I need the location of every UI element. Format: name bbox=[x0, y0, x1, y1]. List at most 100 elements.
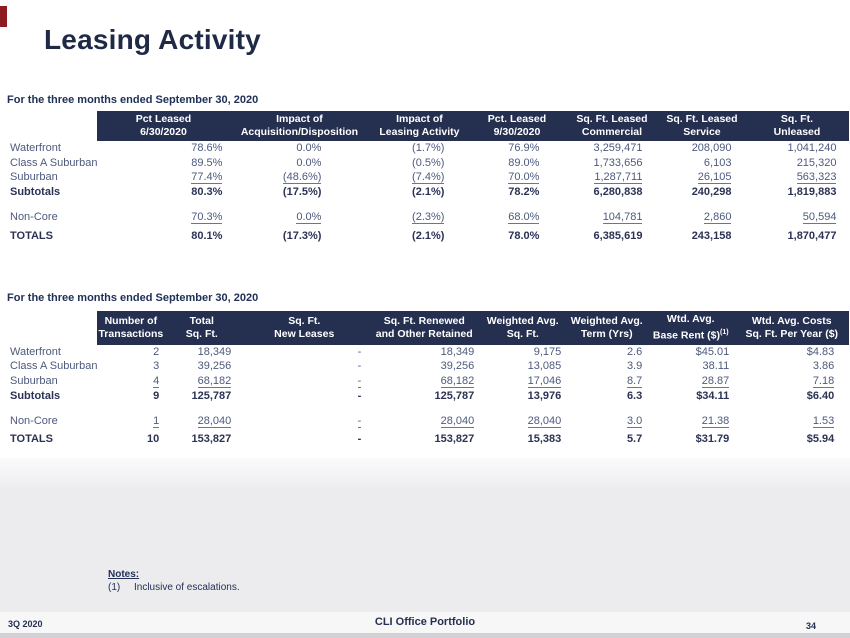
value-cell: 153,827 bbox=[434, 433, 475, 445]
value-cell: 6,103 bbox=[703, 156, 732, 169]
row-label: TOTALS bbox=[10, 433, 53, 445]
value-cell: (7.4%) bbox=[412, 171, 445, 185]
value-cell: 28.87 bbox=[701, 374, 730, 388]
value-cell: 2,860 bbox=[703, 211, 732, 225]
value-cell: $34.11 bbox=[696, 389, 730, 402]
table-row: Suburban 4 68,182 - 68,182 17,046 8.7 28.87 7.18 bbox=[8, 374, 849, 389]
footer-page-number: 34 bbox=[805, 621, 816, 631]
value-cell: 1,870,477 bbox=[787, 229, 837, 242]
value-cell: 38.11 bbox=[702, 360, 730, 373]
value-cell: 215,320 bbox=[796, 156, 837, 169]
value-cell: 39,256 bbox=[197, 360, 232, 373]
table1-caption: For the three months ended September 30,… bbox=[7, 94, 259, 106]
value-cell: 6,385,619 bbox=[593, 229, 643, 242]
leasing-transactions-table: Number of Transactions Total Sq. Ft. Sq. Ft.… bbox=[8, 311, 850, 447]
value-cell: 104,781 bbox=[602, 211, 643, 225]
table-row: Subtotals 9 125,787 - 125,787 13,976 6.3 $34.11… bbox=[8, 389, 849, 404]
value-cell: - bbox=[357, 360, 362, 373]
row-label-header bbox=[8, 311, 97, 345]
column-header: Sq. Ft. Leased Commercial bbox=[564, 111, 660, 141]
value-cell: 70.0% bbox=[508, 171, 540, 185]
value-cell: 7.18 bbox=[812, 374, 835, 388]
value-cell: 15,383 bbox=[527, 433, 562, 445]
value-cell: (2.3%) bbox=[412, 211, 445, 225]
value-cell: (17.5%) bbox=[282, 186, 322, 199]
column-header: Pct. Leased 9/30/2020 bbox=[469, 111, 565, 141]
value-cell: 125,787 bbox=[191, 389, 232, 402]
value-cell: 89.5% bbox=[191, 156, 223, 169]
column-header: Pct Leased 6/30/2020 bbox=[97, 111, 230, 141]
value-cell: $5.94 bbox=[806, 433, 835, 445]
value-cell: 3.86 bbox=[812, 360, 835, 373]
value-cell: 68,182 bbox=[197, 374, 232, 388]
value-cell: 50,594 bbox=[802, 211, 837, 225]
row-label: Non-Core bbox=[10, 211, 58, 224]
table-row: Suburban 77.4% (48.6%) (7.4%) 70.0% 1,287,711… bbox=[8, 170, 849, 185]
note-item: (1) Inclusive of escalations. bbox=[108, 582, 240, 593]
table-row: Waterfront 2 18,349 - 18,349 9,175 2.6 $45.01 $4… bbox=[8, 345, 849, 360]
value-cell: 3,259,471 bbox=[593, 142, 643, 154]
notes-heading: Notes: bbox=[108, 569, 140, 580]
value-cell: 240,298 bbox=[691, 186, 732, 199]
table-row: TOTALS 10 153,827 - 153,827 15,383 5.7 $31.79 $5… bbox=[8, 432, 849, 447]
value-cell: 18,349 bbox=[197, 345, 232, 358]
value-cell: 89.0% bbox=[508, 156, 540, 169]
value-cell: $45.01 bbox=[695, 345, 730, 358]
value-cell: 8.7 bbox=[626, 374, 643, 388]
value-cell: - bbox=[357, 414, 362, 428]
value-cell: $31.79 bbox=[695, 433, 730, 445]
row-label: Waterfront bbox=[10, 345, 61, 358]
value-cell: - bbox=[357, 433, 362, 445]
table-row: Non-Core 1 28,040 - 28,040 28,040 3.0 21.38 1.53 bbox=[8, 403, 849, 432]
value-cell: 9,175 bbox=[533, 345, 562, 358]
column-header: Wtd. Avg. Base Rent ($)(1) bbox=[647, 311, 735, 345]
table2-caption: For the three months ended September 30,… bbox=[7, 292, 259, 304]
value-cell: 0.0% bbox=[296, 211, 322, 225]
row-label: Non-Core bbox=[10, 414, 58, 427]
row-label: Waterfront bbox=[10, 142, 61, 154]
value-cell: 78.0% bbox=[508, 229, 540, 242]
value-cell: 0.0% bbox=[296, 142, 322, 154]
table-row: TOTALS 80.1% (17.3%) (2.1%) 78.0% 6,385,619 24… bbox=[8, 229, 849, 244]
row-label: TOTALS bbox=[10, 229, 53, 242]
value-cell: (2.1%) bbox=[412, 186, 445, 199]
value-cell: 78.2% bbox=[508, 186, 540, 199]
row-label: Class A Suburban bbox=[10, 156, 98, 169]
value-cell: 3 bbox=[153, 360, 160, 373]
value-cell: 4 bbox=[153, 374, 160, 388]
value-cell: 76.9% bbox=[508, 142, 540, 154]
value-cell: 28,040 bbox=[527, 414, 562, 428]
value-cell: 80.1% bbox=[191, 229, 223, 242]
brand-accent-mark bbox=[0, 6, 7, 27]
value-cell: 28,040 bbox=[440, 414, 475, 428]
column-header: Sq. Ft. New Leases bbox=[239, 311, 370, 345]
footer-title: CLI Office Portfolio bbox=[374, 616, 476, 628]
row-label-header bbox=[8, 111, 97, 141]
column-header: Impact of Leasing Activity bbox=[369, 111, 470, 141]
value-cell: 13,976 bbox=[527, 389, 562, 402]
value-cell: 1,733,656 bbox=[593, 156, 643, 169]
table-row: Class A Suburban 89.5% 0.0% (0.5%) 89.0% 1,73… bbox=[8, 156, 849, 171]
value-cell: 1 bbox=[153, 414, 160, 428]
row-label: Subtotals bbox=[10, 389, 61, 402]
value-cell: 243,158 bbox=[691, 229, 732, 242]
value-cell: 1,041,240 bbox=[787, 142, 837, 154]
value-cell: 68.0% bbox=[508, 211, 540, 225]
table-row: Class A Suburban 3 39,256 - 39,256 13,085 3.9 3… bbox=[8, 359, 849, 374]
value-cell: 39,256 bbox=[440, 360, 475, 373]
page-title: Leasing Activity bbox=[44, 24, 261, 55]
value-cell: 80.3% bbox=[191, 186, 223, 199]
value-cell: 6,280,838 bbox=[593, 186, 643, 199]
table-row: Subtotals 80.3% (17.5%) (2.1%) 78.2% 6,280,83… bbox=[8, 185, 849, 200]
value-cell: 563,323 bbox=[796, 171, 837, 185]
value-cell: 2.6 bbox=[626, 345, 643, 358]
value-cell: 78.6% bbox=[191, 142, 223, 154]
value-cell: 28,040 bbox=[197, 414, 232, 428]
value-cell: (17.3%) bbox=[282, 229, 322, 242]
value-cell: 3.0 bbox=[626, 414, 643, 428]
column-header: Weighted Avg. Sq. Ft. bbox=[479, 311, 567, 345]
table-row: Non-Core 70.3% 0.0% (2.3%) 68.0% 104,781 2,860… bbox=[8, 200, 849, 229]
value-cell: (2.1%) bbox=[412, 229, 445, 242]
column-header: Sq. Ft. Unleased bbox=[744, 111, 850, 141]
value-cell: 10 bbox=[146, 433, 160, 445]
